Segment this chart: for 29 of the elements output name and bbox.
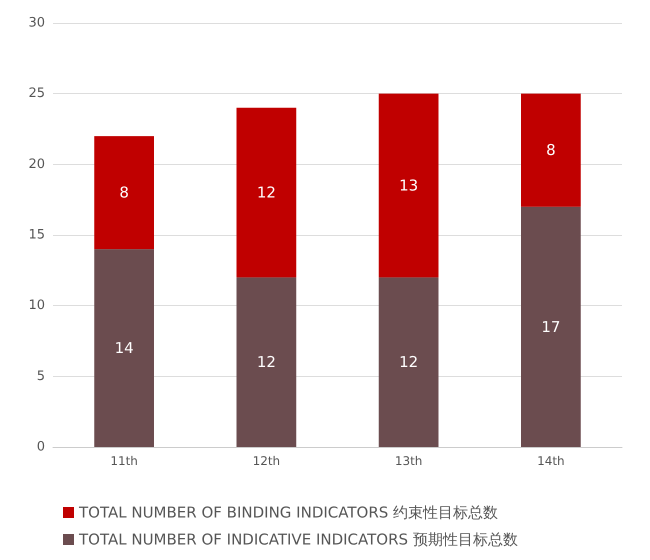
y-tick-label: 30 xyxy=(28,16,45,30)
x-tick-label: 12th xyxy=(252,454,280,468)
data-label: 8 xyxy=(546,141,556,160)
y-tick-label: 0 xyxy=(36,440,45,454)
y-tick-label: 5 xyxy=(36,368,45,384)
data-label: 12 xyxy=(256,184,276,202)
data-label: 14 xyxy=(114,339,134,358)
y-tick-label: 25 xyxy=(28,86,45,102)
bar xyxy=(521,94,581,207)
data-label: 12 xyxy=(399,353,418,372)
y-tick-label: 20 xyxy=(28,156,45,172)
bar xyxy=(378,277,438,447)
x-tick-label: 11th xyxy=(110,454,138,468)
y-tick-label: 10 xyxy=(28,298,45,314)
x-tick-label: 13th xyxy=(394,454,422,468)
data-label: 17 xyxy=(541,318,560,336)
data-label: 8 xyxy=(119,184,129,202)
legend-label: TOTAL NUMBER OF INDICATIVE INDICATORS 预期性目标总数 xyxy=(78,530,518,548)
data-label: 12 xyxy=(256,353,276,372)
legend-label: TOTAL NUMBER OF BINDING INDICATORS 约束性目标总数 xyxy=(78,504,498,522)
x-tick-label: 14th xyxy=(537,454,565,468)
bar xyxy=(521,206,581,447)
bar xyxy=(94,136,154,250)
y-tick-label: 15 xyxy=(28,228,45,242)
bar xyxy=(236,277,296,447)
bar xyxy=(94,249,154,447)
bar xyxy=(236,108,296,278)
data-label: 13 xyxy=(399,176,418,195)
bar xyxy=(378,94,438,278)
